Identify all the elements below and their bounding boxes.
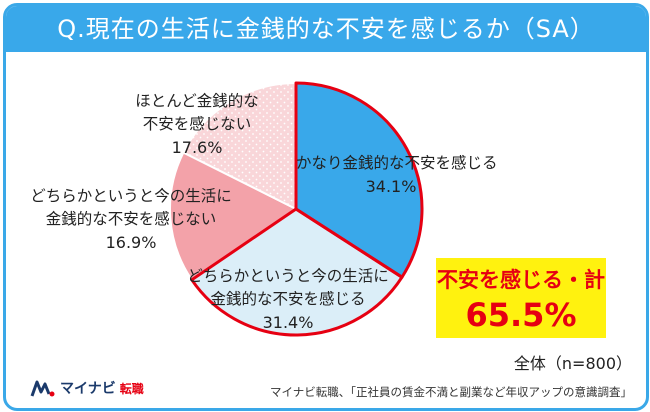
callout-value: 65.5% (465, 296, 577, 334)
slice-label-somewhat-not-anxious: どちらかというと今の生活に 金銭的な不安を感じない 16.9% (30, 187, 232, 252)
pie-slice-hardly-anxious (182, 81, 297, 211)
callout-label: 不安を感じる・計 (437, 268, 605, 292)
slice-label-hardly-anxious: ほとんど金銭的な 不安を感じない 17.6% (135, 92, 259, 157)
sample-size: 全体（n=800） (513, 354, 632, 373)
mynavi-logo: マイナビ 転職 (30, 376, 144, 400)
pie-chart (169, 81, 424, 337)
chart-title: Q.現在の生活に金銭的な不安を感じるか（SA） (6, 6, 646, 52)
highlight-outline (294, 81, 424, 279)
logo-brand: マイナビ (60, 381, 116, 397)
logo-sub: 転職 (119, 381, 144, 396)
mynavi-logo-mark-icon (30, 380, 55, 397)
slice-label-somewhat-anxious: どちらかというと今の生活に 金銭的な不安を感じる 31.4% (187, 267, 389, 332)
slice-label-very-anxious: かなり金銭的な不安を感じる 34.1% (296, 154, 498, 196)
source-note: マイナビ転職、「正社員の賃金不満と副業など年収アップの意識調査」 (269, 385, 632, 399)
highlight-outline (190, 207, 404, 337)
pie-slice-somewhat-not-anxious (169, 151, 298, 282)
anxious-total-callout: 不安を感じる・計 65.5% (436, 258, 606, 338)
chart-frame: Q.現在の生活に金銭的な不安を感じるか（SA） かなり金銭的な不安を感じる 34… (3, 3, 649, 411)
